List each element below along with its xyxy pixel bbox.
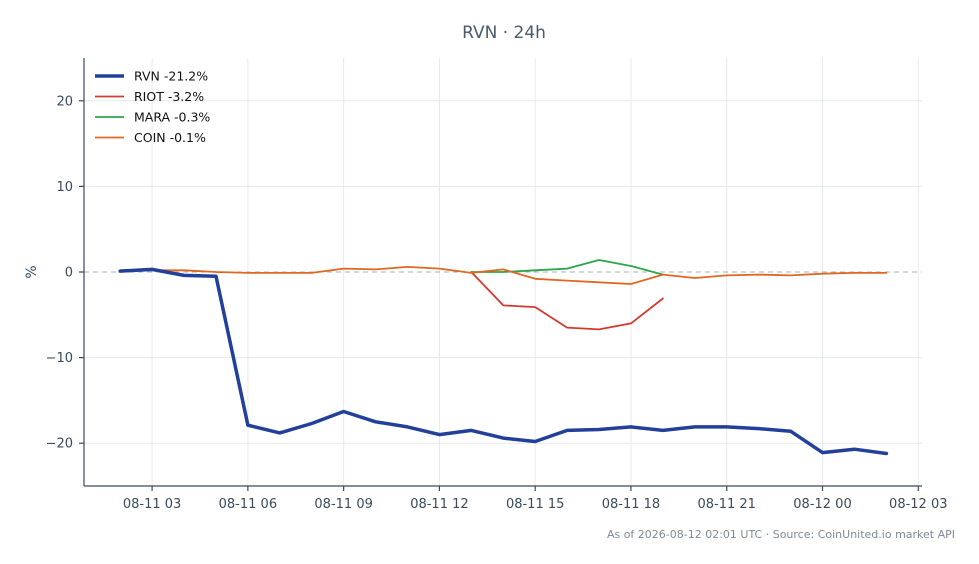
chart-title: RVN · 24h: [462, 23, 546, 43]
x-tick-label: 08-11 03: [123, 497, 181, 512]
series-line-coin: [119, 265, 888, 285]
axes: 08-11 03 08-11 06 08-11 09 08-11 12 08-11 15…: [46, 58, 948, 512]
x-tick-label: 08-12 03: [889, 497, 947, 512]
y-tick-label: 10: [56, 180, 73, 195]
legend-label-rvn: RVN -21.2%: [134, 69, 208, 84]
legend-label-mara: MARA -0.3%: [134, 110, 210, 125]
series-line-riot: [470, 271, 664, 331]
x-tick-label: 08-11 18: [602, 497, 660, 512]
legend-label-coin: COIN -0.1%: [134, 130, 206, 145]
series-line-rvn: [118, 267, 889, 456]
plot-area: [118, 259, 889, 456]
y-axis-label: %: [24, 265, 40, 278]
y-tick-label: −20: [46, 437, 73, 452]
series-line-mara: [470, 259, 664, 276]
y-tick-label: 20: [56, 94, 73, 109]
x-tick-label: 08-11 21: [698, 497, 756, 512]
y-tick-label: −10: [46, 351, 73, 366]
x-tick-label: 08-11 09: [314, 497, 372, 512]
source-footnote: As of 2026-08-12 02:01 UTC · Source: Coi…: [607, 528, 955, 541]
y-tick-label: 0: [65, 266, 73, 281]
x-tick-label: 08-11 12: [410, 497, 468, 512]
x-tick-label: 08-11 06: [219, 497, 277, 512]
x-tick-label: 08-12 00: [793, 497, 851, 512]
legend: RVN -21.2% RIOT -3.2% MARA -0.3% COIN -0.1%: [95, 69, 210, 145]
x-tick-label: 08-11 15: [506, 497, 564, 512]
legend-label-riot: RIOT -3.2%: [134, 89, 204, 104]
